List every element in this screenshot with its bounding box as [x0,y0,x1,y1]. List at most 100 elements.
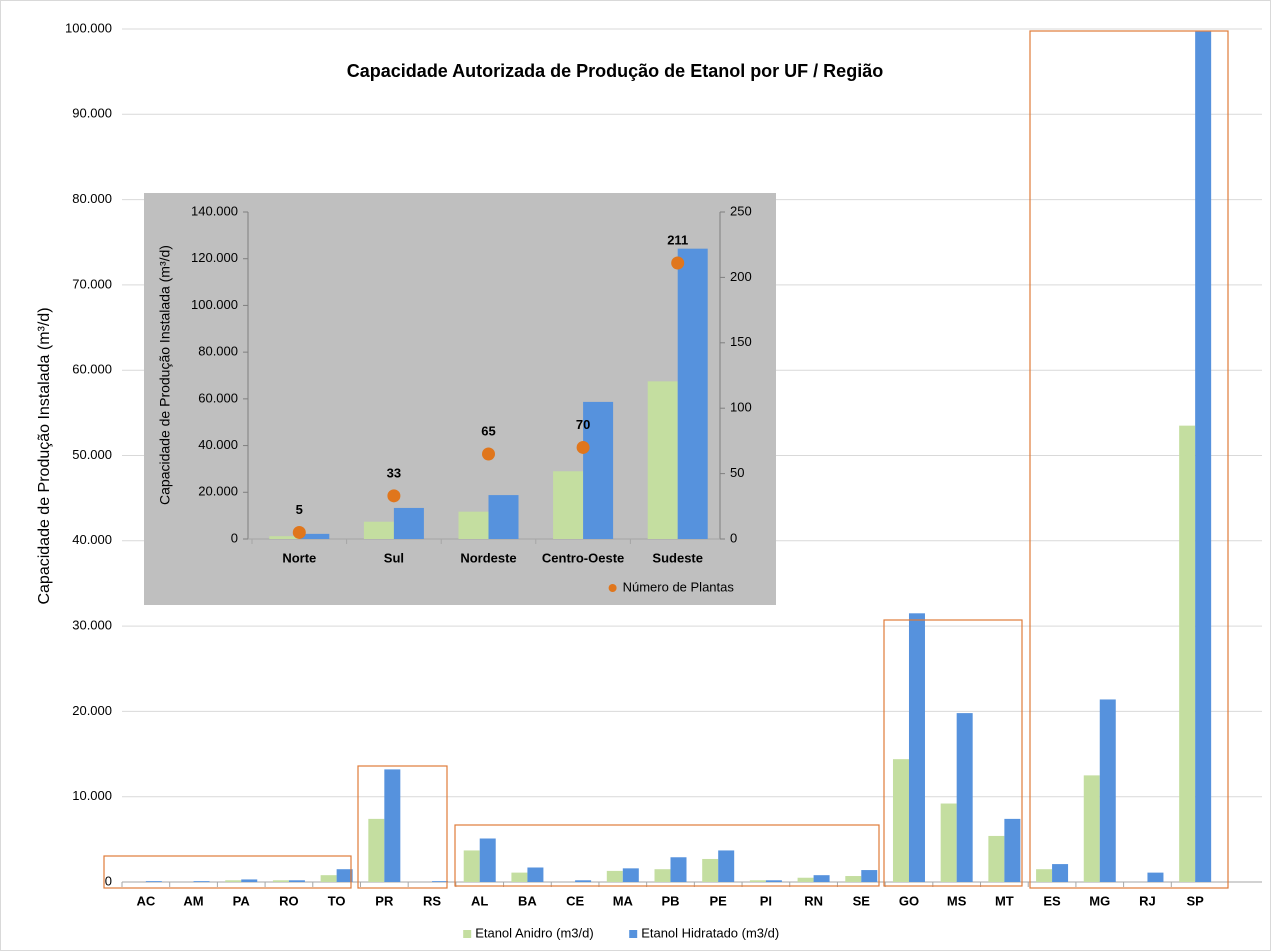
x-tick-label: Sudeste [652,550,703,565]
bar [654,869,671,882]
y-tick-label: 0 [231,530,238,545]
bar [583,401,614,539]
bar [320,875,337,882]
data-label: 211 [667,232,688,247]
bar [553,471,584,539]
bar [606,870,623,882]
bar [1004,818,1021,882]
bar [575,880,592,882]
legend-swatch [608,584,617,592]
bar [1195,31,1212,882]
data-label: 65 [481,423,495,438]
bar [393,507,424,539]
x-tick-label: SE [853,893,871,908]
y-tick-label: 10.000 [72,788,112,803]
data-label: 70 [576,417,590,432]
bar [241,879,258,882]
y-tick-label: 50.000 [72,447,112,462]
bar [1099,699,1116,882]
x-tick-label: AL [471,893,488,908]
data-label: 5 [296,502,303,517]
x-tick-label: MS [947,893,967,908]
y-tick-label: 30.000 [72,618,112,633]
y2-tick-label: 250 [730,203,752,218]
bar [511,872,528,882]
x-tick-label: MT [995,893,1014,908]
y-tick-label: 60.000 [72,362,112,377]
legend-swatch [463,930,472,938]
bar [299,533,330,539]
bar [647,381,678,539]
y-tick-label: 100.000 [191,297,238,312]
bar [458,511,489,539]
y-tick-label: 20.000 [198,484,238,499]
y2-tick-label: 150 [730,334,752,349]
x-tick-label: TO [328,893,346,908]
bar [336,869,353,882]
chart-title: Capacidade Autorizada de Produção de Eta… [347,61,883,81]
y2-tick-label: 50 [730,465,744,480]
bar [702,858,719,882]
y2-tick-label: 0 [730,530,737,545]
x-tick-label: ES [1043,893,1061,908]
bar [718,850,735,882]
region-box [883,619,1023,887]
bar [861,870,878,882]
bar [765,880,782,882]
y-tick-label: 80.000 [198,344,238,359]
inset-chart: Capacidade de Produção Instalada (m³/d) 0… [157,203,752,594]
x-tick-label: AM [183,893,203,908]
bar [749,880,766,882]
plant-dot [292,525,306,539]
x-tick-label: RO [279,893,299,908]
region-box [103,855,352,889]
bar [363,521,394,539]
bar [622,868,639,882]
bar [670,857,687,882]
bar [940,803,957,882]
region-box [1029,30,1229,889]
x-tick-label: PE [710,893,728,908]
x-tick-label: PR [375,893,394,908]
y-tick-label: 100.000 [65,20,112,35]
x-tick-label: BA [518,893,537,908]
plant-dot [576,440,590,454]
x-tick-label: RJ [1139,893,1156,908]
x-tick-label: Sul [384,550,404,565]
x-tick-label: Nordeste [460,550,516,565]
bar [193,881,210,882]
bar [892,759,909,882]
region-boxes [103,30,1229,889]
plant-dot [671,256,685,270]
main-chart: Capacidade Autorizada de Produção de Eta… [36,20,1262,940]
plant-dot [482,447,495,461]
x-tick-label: Centro-Oeste [542,550,624,565]
x-tick-label: GO [899,893,919,908]
y-tick-label: 20.000 [72,703,112,718]
bar [488,495,519,539]
y-tick-label: 140.000 [191,203,238,218]
bar [845,876,862,882]
bar [1036,869,1053,882]
y-tick-label: 70.000 [72,276,112,291]
bar [956,713,973,882]
x-tick-label: SP [1186,893,1204,908]
y-tick-label: 80.000 [72,191,112,206]
x-tick-label: CE [566,893,584,908]
bar [1083,775,1100,882]
legend-label: Etanol Hidratado (m3/d) [641,925,779,940]
x-tick-label: RS [423,893,441,908]
region-box [454,824,880,887]
legend-swatch [629,930,638,938]
bar [1147,872,1164,882]
bar [384,769,401,882]
bar [1052,864,1069,882]
y-tick-label: 120.000 [191,250,238,265]
legend-label: Número de Plantas [623,579,735,594]
x-tick-label: PA [233,893,251,908]
y2-tick-label: 100 [730,400,752,415]
y-tick-label: 90.000 [72,106,112,121]
y-axis-label: Capacidade de Produção Instalada (m³/d) [36,307,53,604]
x-tick-label: MG [1089,893,1110,908]
